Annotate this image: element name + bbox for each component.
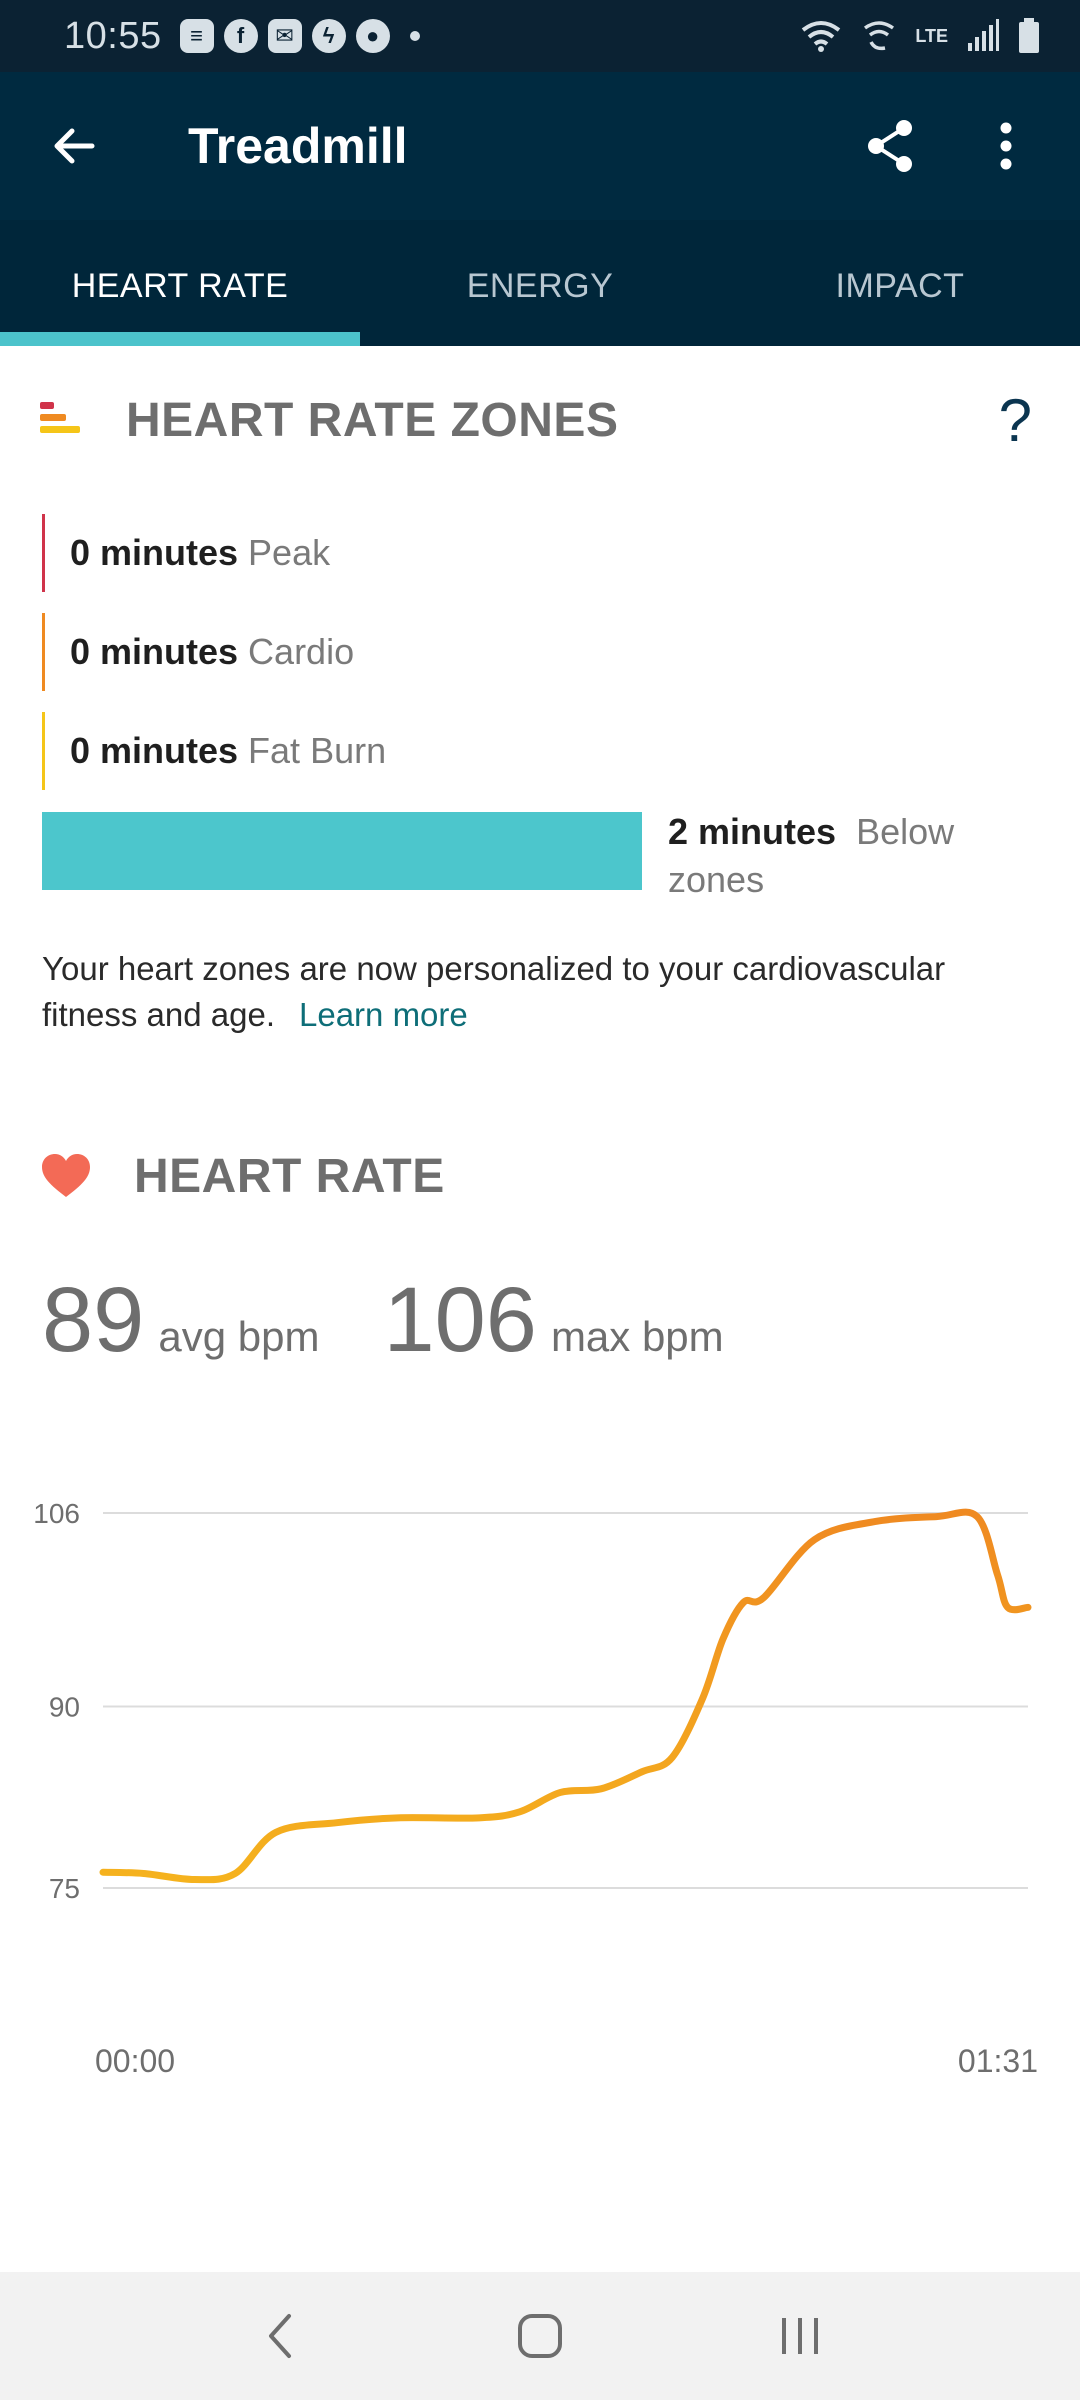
zone-minutes: 2 minutes <box>668 811 837 852</box>
system-nav-bar <box>0 2272 1080 2400</box>
share-icon <box>868 120 912 172</box>
share-button[interactable] <box>850 106 930 186</box>
zone-name: Peak <box>248 532 331 573</box>
more-vert-icon <box>1000 122 1012 170</box>
zones-note-text: Your heart zones are now personalized to… <box>42 950 946 1033</box>
messenger-icon: ϟ <box>311 19 346 53</box>
battery-icon <box>1019 18 1039 53</box>
zone-minutes: 0 minutes <box>70 730 239 771</box>
learn-more-link[interactable]: Learn more <box>299 996 468 1033</box>
tab-energy[interactable]: ENERGY <box>466 266 614 305</box>
tab-heart-rate[interactable]: HEART RATE <box>0 220 360 346</box>
y-tick-label: 75 <box>49 1873 80 1904</box>
zone-name: Cardio <box>248 631 355 672</box>
chat-icon: ● <box>355 19 390 53</box>
wifi-calling-icon <box>864 21 895 51</box>
more-options-button[interactable] <box>966 106 1046 186</box>
zone-row-peak: 0 minutes Peak <box>42 514 330 592</box>
heart-rate-header: HEART RATE <box>0 1136 1080 1216</box>
nav-home-button[interactable] <box>495 2291 585 2381</box>
back-button[interactable] <box>34 106 114 186</box>
nav-home-icon <box>518 2314 562 2358</box>
avg-bpm-value: 89 <box>42 1269 145 1371</box>
heart-icon <box>42 1154 90 1197</box>
x-tick-label: 00:00 <box>95 2043 175 2079</box>
max-bpm-value: 106 <box>383 1269 537 1371</box>
heart-rate-stats: 89 avg bpm 106 max bpm <box>42 1268 724 1373</box>
zone-row-fat-burn: 0 minutes Fat Burn <box>42 712 386 790</box>
app-bar: Treadmill <box>0 72 1080 220</box>
heart-rate-line <box>99 1508 1032 1884</box>
calendar-icon: ≡ <box>179 19 214 53</box>
zone-bar-cardio <box>42 613 45 691</box>
zones-title: HEART RATE ZONES <box>126 393 619 447</box>
max-bpm-unit: max bpm <box>550 1313 724 1360</box>
notification-icons: ≡ f ✉ ϟ ● <box>179 19 420 53</box>
zones-icon <box>40 402 80 433</box>
nav-back-icon <box>269 2314 291 2358</box>
below-zones-label: 2 minutes Below zones <box>668 808 1028 904</box>
nav-back-button[interactable] <box>235 2291 325 2381</box>
zone-row-cardio: 0 minutes Cardio <box>42 613 354 691</box>
heart-rate-title: HEART RATE <box>134 1149 445 1203</box>
zone-bar-peak <box>42 514 45 592</box>
nav-recents-icon <box>782 2318 818 2354</box>
tab-impact[interactable]: IMPACT <box>835 266 965 305</box>
status-time: 10:55 <box>64 14 162 57</box>
heart-rate-chart: 75 90 106 00:00 01:31 <box>33 1498 1038 2079</box>
facebook-icon: f <box>223 19 258 53</box>
page-title: Treadmill <box>188 118 408 174</box>
gmail-icon: ✉ <box>267 19 302 53</box>
tab-bar: HEART RATE ENERGY IMPACT <box>0 220 1080 346</box>
x-tick-label: 01:31 <box>958 2043 1038 2079</box>
zone-minutes: 0 minutes <box>70 631 239 672</box>
zones-note: Your heart zones are now personalized to… <box>42 946 1022 1038</box>
zone-minutes: 0 minutes <box>70 532 239 573</box>
status-bar: 10:55 ≡ f ✉ ϟ ● LTE <box>0 0 1080 72</box>
zone-name: Fat Burn <box>248 730 387 771</box>
wifi-icon <box>802 21 841 52</box>
status-right-icons: LTE <box>799 18 1040 54</box>
zone-name: Below zones <box>668 811 955 900</box>
zone-bar-fat-burn <box>42 712 45 790</box>
arrow-left-icon <box>54 128 95 164</box>
lte-icon: LTE <box>915 25 948 46</box>
y-tick-label: 106 <box>33 1498 80 1529</box>
nav-recents-button[interactable] <box>755 2291 845 2381</box>
zones-header: HEART RATE ZONES ? <box>0 380 1080 460</box>
avg-bpm-unit: avg bpm <box>158 1313 320 1360</box>
help-icon[interactable]: ? <box>998 386 1032 454</box>
below-zones-bar <box>42 812 642 890</box>
more-notifications-dot <box>409 31 420 41</box>
y-tick-label: 90 <box>49 1692 80 1723</box>
signal-icon <box>968 19 999 51</box>
